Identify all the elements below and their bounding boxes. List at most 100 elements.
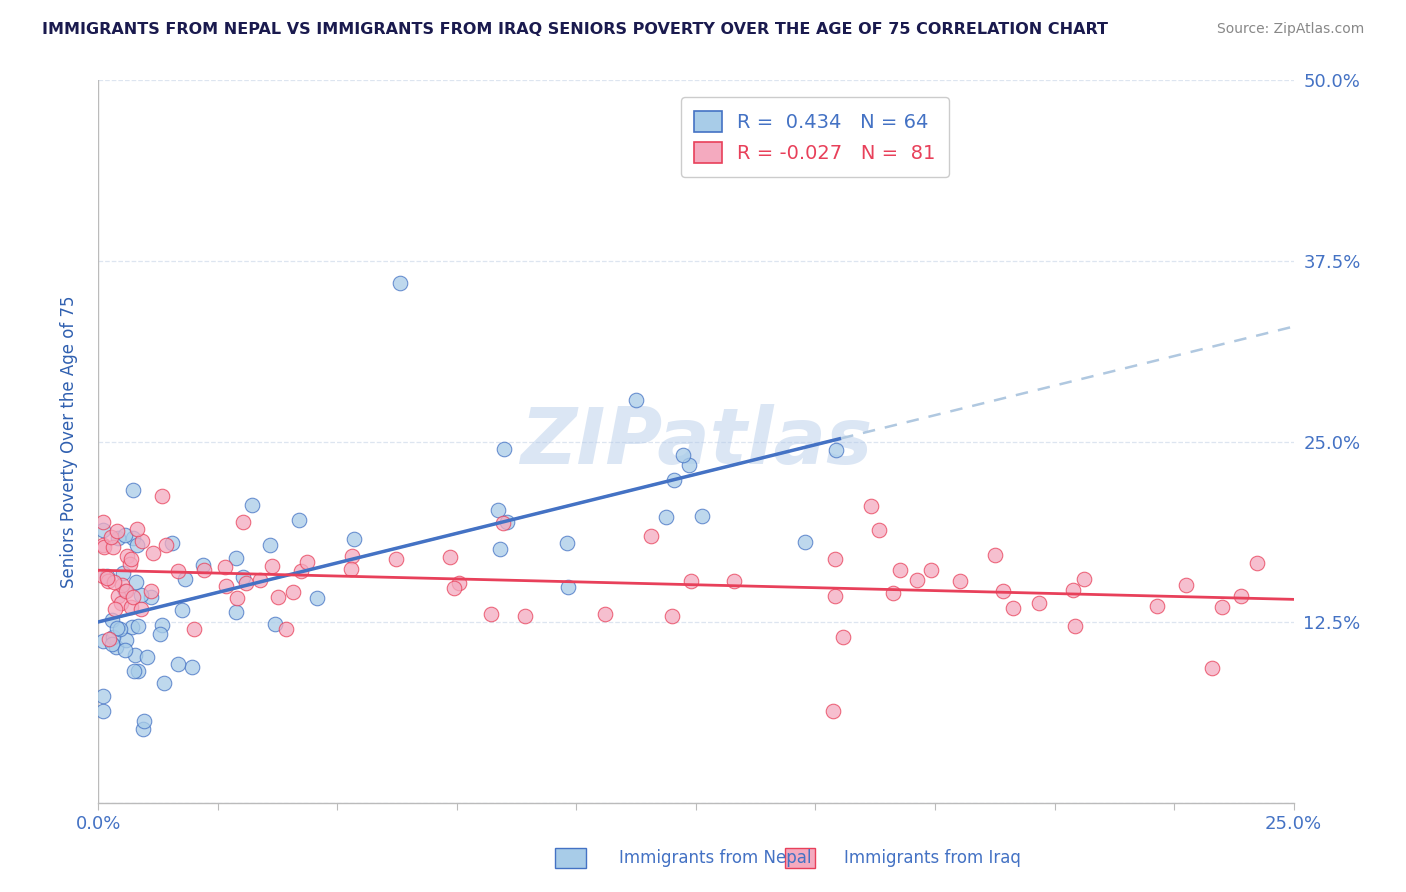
Point <box>96 568 118 582</box>
Point <box>101 613 124 627</box>
Point <box>191 558 214 572</box>
Point <box>91 523 114 537</box>
Point <box>295 555 318 569</box>
Point <box>824 589 846 603</box>
Point <box>167 657 190 671</box>
Point <box>124 574 146 589</box>
Point <box>122 531 145 545</box>
Point <box>122 664 145 678</box>
Point <box>155 538 177 552</box>
Point <box>103 630 125 644</box>
Text: IMMIGRANTS FROM NEPAL VS IMMIGRANTS FROM IRAQ SENIORS POVERTY OVER THE AGE OF 75: IMMIGRANTS FROM NEPAL VS IMMIGRANTS FROM… <box>42 22 1108 37</box>
Point <box>111 578 134 592</box>
Point <box>495 515 517 529</box>
Point <box>180 660 202 674</box>
Point <box>225 551 247 566</box>
Point <box>1230 589 1253 603</box>
Point <box>439 549 461 564</box>
Point <box>120 599 142 614</box>
Point <box>91 568 114 582</box>
Point <box>91 515 114 529</box>
Point <box>492 516 515 530</box>
Text: Source: ZipAtlas.com: Source: ZipAtlas.com <box>1216 22 1364 37</box>
Point <box>131 534 153 549</box>
Point <box>513 609 536 624</box>
Point <box>121 552 143 566</box>
Point <box>824 551 846 566</box>
Point <box>136 649 159 664</box>
Point <box>343 533 366 547</box>
Point <box>104 602 127 616</box>
Point <box>1146 599 1168 613</box>
Point <box>129 588 152 602</box>
Point <box>214 559 236 574</box>
Point <box>149 627 172 641</box>
Point <box>488 541 510 556</box>
Point <box>101 540 124 554</box>
Point <box>160 535 183 549</box>
Point <box>103 574 125 589</box>
Point <box>655 509 678 524</box>
Point <box>984 548 1007 562</box>
Point <box>141 583 163 598</box>
Point <box>479 607 502 621</box>
Point <box>193 563 215 577</box>
Point <box>794 535 817 549</box>
Point <box>1001 601 1024 615</box>
Point <box>127 618 149 632</box>
Point <box>91 633 114 648</box>
Point <box>114 527 136 541</box>
Point <box>290 565 312 579</box>
Point <box>131 601 153 615</box>
Point <box>183 622 205 636</box>
Point <box>152 675 174 690</box>
Point <box>1063 619 1085 633</box>
Point <box>681 574 703 589</box>
Point <box>274 622 297 636</box>
Point <box>868 523 890 537</box>
Point <box>340 549 363 564</box>
Point <box>232 515 254 529</box>
Point <box>108 622 131 636</box>
Point <box>121 620 143 634</box>
Point <box>100 530 122 544</box>
Point <box>889 563 911 577</box>
Point <box>172 603 194 617</box>
Point <box>1028 596 1050 610</box>
Point <box>124 648 146 662</box>
Point <box>555 535 578 549</box>
Point <box>132 714 155 728</box>
Point <box>114 643 136 657</box>
Point <box>692 509 714 524</box>
Point <box>118 557 141 571</box>
Point <box>114 583 136 598</box>
Point <box>821 704 844 718</box>
Point <box>174 573 197 587</box>
Point <box>97 574 120 589</box>
Point <box>91 690 114 704</box>
Point <box>661 609 683 624</box>
Point <box>112 566 135 581</box>
Point <box>1175 578 1198 592</box>
Point <box>93 540 115 554</box>
Point <box>127 538 149 552</box>
Point <box>443 581 465 595</box>
Point <box>824 442 846 457</box>
Point <box>991 584 1014 599</box>
Point <box>107 531 129 545</box>
Legend: R =  0.434   N = 64, R = -0.027   N =  81: R = 0.434 N = 64, R = -0.027 N = 81 <box>681 97 949 177</box>
Point <box>385 552 408 566</box>
Point <box>115 633 138 648</box>
Point <box>494 442 516 456</box>
Point <box>260 559 283 574</box>
Point <box>121 590 143 604</box>
Point <box>905 574 928 588</box>
Point <box>114 584 136 599</box>
Point <box>1201 660 1223 674</box>
Point <box>96 570 118 584</box>
Point <box>232 570 254 584</box>
Point <box>107 589 129 603</box>
Point <box>339 562 361 576</box>
Text: ZIPatlas: ZIPatlas <box>520 403 872 480</box>
Point <box>100 636 122 650</box>
